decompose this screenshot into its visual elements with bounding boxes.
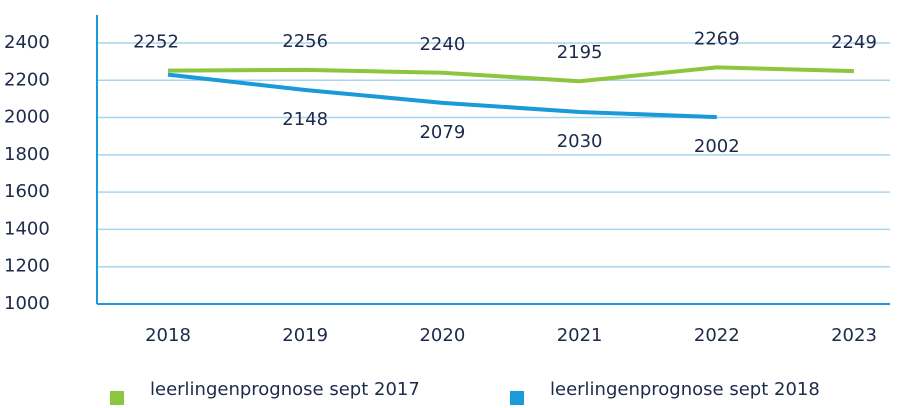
x-tick-label: 2021 xyxy=(557,325,603,346)
data-label: 2240 xyxy=(419,34,465,55)
series-line xyxy=(167,65,855,84)
y-tick-label: 1400 xyxy=(4,218,50,239)
y-tick-label: 2400 xyxy=(4,32,50,53)
legend-swatch xyxy=(510,391,524,405)
data-label: 2195 xyxy=(557,42,603,63)
legend-swatch xyxy=(110,391,124,405)
y-tick-label: 2200 xyxy=(4,69,50,90)
legend-label: leerlingenprognose sept 2017 xyxy=(150,379,420,400)
legend-label: leerlingenprognose sept 2018 xyxy=(550,379,820,400)
data-label: 2269 xyxy=(694,28,740,49)
data-label: 2002 xyxy=(694,136,740,157)
x-tick-label: 2023 xyxy=(831,325,877,346)
y-tick-label: 2000 xyxy=(4,107,50,128)
y-tick-label: 1000 xyxy=(4,293,50,314)
data-label: 2148 xyxy=(282,109,328,130)
y-tick-label: 1200 xyxy=(4,256,50,277)
data-label: 2079 xyxy=(419,122,465,143)
data-label: 2252 xyxy=(133,32,179,53)
x-tick-label: 2018 xyxy=(145,325,191,346)
data-label: 2249 xyxy=(831,32,877,53)
data-label: 2256 xyxy=(282,31,328,52)
x-tick-label: 2019 xyxy=(282,325,328,346)
x-tick-label: 2020 xyxy=(419,325,465,346)
y-tick-label: 1600 xyxy=(4,181,50,202)
x-tick-label: 2022 xyxy=(694,325,740,346)
y-tick-label: 1800 xyxy=(4,144,50,165)
data-label: 2030 xyxy=(557,131,603,152)
series-line xyxy=(167,72,717,120)
